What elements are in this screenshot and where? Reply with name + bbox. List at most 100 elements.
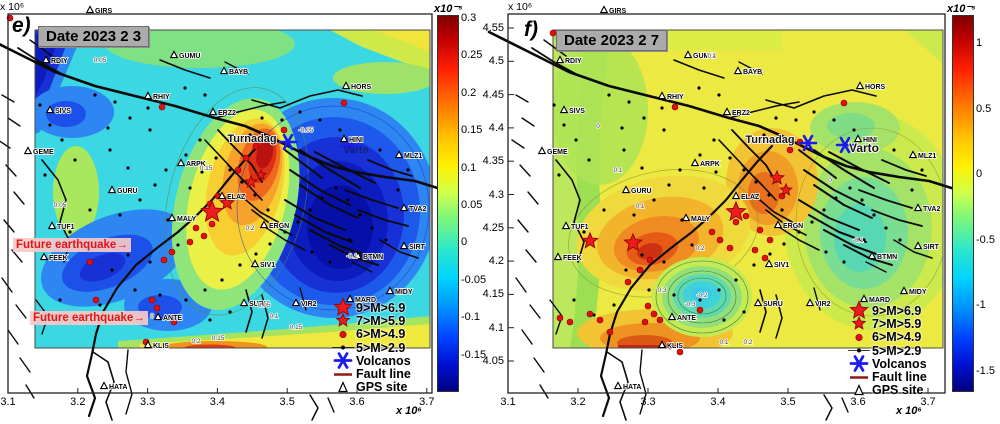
gps-site-label: MLZ1 bbox=[918, 153, 936, 160]
earthquake-dot bbox=[238, 263, 242, 267]
colorbar-tick-label: 0 bbox=[461, 236, 468, 249]
gps-triangle-icon bbox=[867, 251, 877, 260]
earthquake-dot-red bbox=[786, 146, 794, 154]
gps-site-midy: MIDY bbox=[385, 286, 414, 297]
earthquake-dot bbox=[782, 242, 786, 246]
date-label-f: Date 2023 2 7 bbox=[556, 30, 668, 51]
earthquake-dot bbox=[872, 213, 876, 217]
fault-line bbox=[284, 149, 323, 179]
fault-line bbox=[327, 397, 335, 413]
gps-site-rhiy: RHIY bbox=[657, 91, 685, 102]
colorbar-tick-label: -1 bbox=[976, 299, 986, 312]
legend-e: 9>M>6.9 7>M>5.9 6>M>4.9 5>M>2.9 Volcanos Faul… bbox=[330, 297, 440, 394]
gps-triangle-icon bbox=[899, 286, 909, 295]
legend-item-dot-black: 5>M>2.9 bbox=[330, 341, 440, 355]
legend-item-label: Fault line bbox=[872, 370, 927, 385]
earthquake-dot bbox=[118, 213, 122, 217]
earthquake-dot-red bbox=[92, 296, 100, 304]
future-earthquake-label: Future earthquake→ bbox=[13, 238, 131, 252]
contour-value-label: 0.1 bbox=[719, 339, 728, 346]
earthquake-dot bbox=[910, 188, 914, 192]
contour-value-label: 0.15 bbox=[200, 165, 213, 172]
x-tick-label: 3.6 bbox=[850, 396, 866, 408]
fault-line bbox=[517, 219, 529, 233]
colorbar-tick-label: 0.15 bbox=[461, 124, 483, 137]
earthquake-star bbox=[725, 200, 747, 222]
earthquake-star bbox=[219, 194, 235, 210]
earthquake-dot bbox=[662, 128, 666, 132]
earthquake-dot bbox=[557, 173, 561, 177]
gps-site-mard: MARD bbox=[859, 294, 891, 305]
fault-line bbox=[125, 349, 133, 415]
legend-item-label: 6>M>4.9 bbox=[872, 330, 922, 345]
earthquake-dot-red bbox=[606, 328, 614, 336]
earthquake-dot-red bbox=[168, 248, 176, 256]
gps-site-tuf1: TUF1 bbox=[561, 221, 589, 232]
earthquake-dot bbox=[138, 198, 142, 202]
earthquake-dot-red bbox=[192, 224, 200, 232]
earthquake-dot bbox=[113, 100, 117, 104]
fault-line bbox=[239, 194, 279, 223]
earthquake-dot-red bbox=[751, 246, 759, 254]
gps-site-label: MALY bbox=[691, 216, 711, 223]
x-tick-label: 3.5 bbox=[780, 396, 796, 408]
gps-site-label: ERGN bbox=[269, 223, 289, 230]
fault-line bbox=[533, 357, 545, 373]
contour-value-label: 0.05 bbox=[54, 202, 67, 209]
star-medium-icon bbox=[335, 313, 351, 328]
contour-value-label: -0.1 bbox=[852, 237, 864, 244]
earthquake-dot bbox=[266, 208, 270, 212]
earthquake-dot bbox=[126, 253, 130, 257]
legend-item-star-md: 7>M>5.9 bbox=[846, 316, 956, 331]
x-tick-label: 3.3 bbox=[139, 396, 156, 408]
y-tick-label: 4.2 bbox=[488, 255, 504, 268]
gps-triangle-icon bbox=[553, 252, 563, 261]
y-tick-label: 4.1 bbox=[488, 321, 504, 334]
gps-site-label: GEME bbox=[33, 149, 54, 156]
gps-triangle-icon bbox=[47, 221, 57, 230]
earthquake-dot bbox=[280, 118, 284, 122]
earthquake-dot bbox=[38, 103, 42, 107]
earthquake-dot bbox=[780, 208, 784, 212]
earthquake-dot bbox=[832, 118, 836, 122]
colorbar-tick-label: 1 bbox=[976, 37, 983, 49]
earthquake-dot bbox=[842, 260, 846, 264]
contour-value-label: 0.1 bbox=[707, 53, 716, 60]
earthquake-dot-red bbox=[646, 256, 654, 264]
earthquake-dot-red bbox=[708, 228, 716, 236]
legend-item-label: 9>M>6.9 bbox=[872, 303, 922, 318]
gps-triangle-icon bbox=[345, 294, 355, 303]
earthquake-dot bbox=[68, 230, 72, 234]
fault-line bbox=[527, 191, 539, 205]
earthquake-dot bbox=[203, 288, 207, 292]
x-axis-multiplier-f: x 10⁶ bbox=[896, 405, 922, 417]
fault-line bbox=[798, 149, 837, 179]
black-dot-icon bbox=[848, 348, 870, 353]
gps-site-label: RHIY bbox=[153, 94, 170, 101]
fault-line bbox=[865, 261, 887, 273]
gps-site-girs: GIRS bbox=[85, 5, 113, 16]
earthquake-dot bbox=[717, 93, 721, 97]
gps-triangle-icon bbox=[85, 5, 95, 14]
earthquake-dot bbox=[298, 110, 302, 114]
earthquake-dot bbox=[562, 123, 566, 127]
fault-line bbox=[29, 39, 53, 57]
fault-line bbox=[245, 289, 253, 333]
fault-line bbox=[261, 294, 269, 339]
earthquake-dot bbox=[73, 158, 77, 162]
earthquake-dot bbox=[198, 138, 202, 142]
gps-site-erz2: ERZ2 bbox=[208, 107, 237, 118]
gps-site-hors: HORS bbox=[855, 81, 886, 92]
gps-site-label: BAYB bbox=[229, 69, 248, 76]
earthquake-dot bbox=[797, 230, 801, 234]
gps-site-label: SIRT bbox=[923, 244, 940, 251]
earthquake-dot-red bbox=[153, 304, 161, 312]
future-earthquake-label: Future earthquake→ bbox=[30, 311, 148, 325]
legend-item-star-lg: 9>M>6.9 bbox=[330, 297, 440, 316]
fault-line bbox=[871, 209, 923, 227]
earthquake-dot bbox=[898, 238, 902, 242]
gps-site-label: GURU bbox=[631, 188, 652, 195]
y-axis-multiplier-e: x 10⁶ bbox=[0, 1, 25, 13]
gps-site-ergn: ERGN bbox=[259, 220, 290, 231]
earthquake-dot bbox=[640, 253, 644, 257]
